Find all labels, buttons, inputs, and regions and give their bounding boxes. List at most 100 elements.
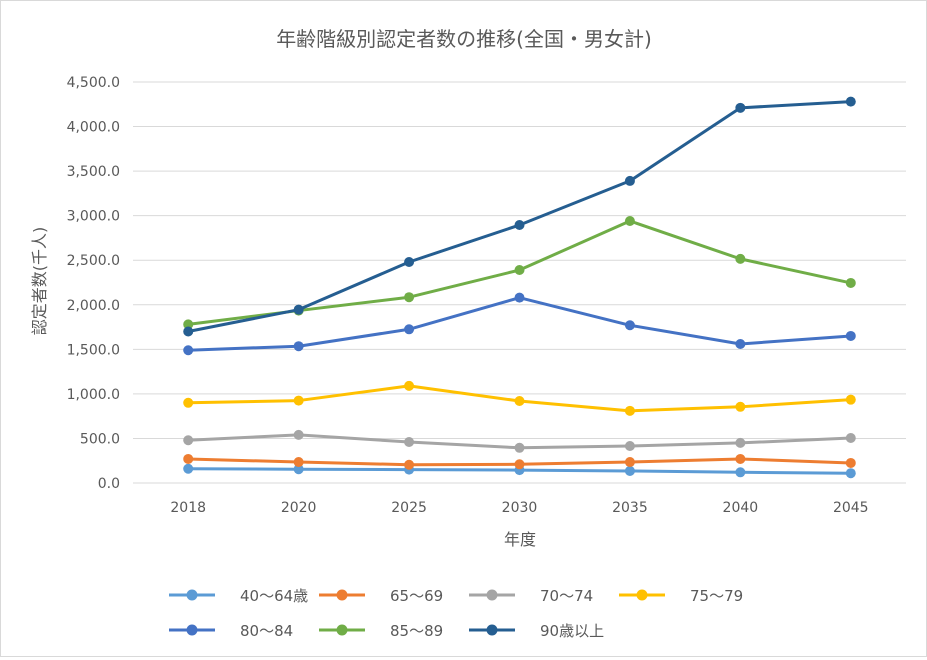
data-point — [404, 324, 415, 335]
legend-marker — [486, 589, 498, 601]
data-point — [624, 465, 635, 476]
legend-marker — [336, 624, 348, 636]
data-point — [404, 380, 415, 391]
y-tick-label: 4,000.0 — [67, 120, 120, 136]
legend-label: 65〜69 — [390, 587, 443, 605]
x-tick-label: 2025 — [391, 500, 427, 516]
data-point — [624, 216, 635, 227]
data-point — [293, 304, 304, 315]
data-point — [735, 401, 746, 412]
series-80〜84 — [183, 292, 856, 356]
x-axis-label: 年度 — [504, 530, 536, 549]
data-point — [845, 457, 856, 468]
legend-item: 90歳以上 — [469, 622, 604, 640]
data-point — [514, 265, 525, 276]
data-point — [514, 442, 525, 453]
data-point — [845, 432, 856, 443]
data-point — [735, 102, 746, 113]
data-point — [624, 175, 635, 186]
legend-marker — [486, 624, 498, 636]
y-tick-label: 1,000.0 — [67, 387, 120, 403]
y-tick-label: 500.0 — [80, 431, 120, 447]
y-tick-label: 2,500.0 — [67, 253, 120, 269]
legend-label: 80〜84 — [240, 622, 293, 640]
legend-item: 80〜84 — [169, 622, 293, 640]
series-line — [188, 296, 851, 352]
data-point — [404, 459, 415, 470]
gridlines — [133, 81, 906, 484]
data-point — [845, 468, 856, 479]
legend-label: 40〜64歳 — [240, 587, 308, 605]
data-point — [183, 326, 194, 337]
x-tick-label: 2030 — [502, 500, 538, 516]
y-tick-label: 1,500.0 — [67, 342, 120, 358]
data-point — [735, 253, 746, 264]
legend-item: 65〜69 — [319, 587, 443, 605]
data-point — [293, 395, 304, 406]
legend-marker — [336, 589, 348, 601]
data-point — [624, 441, 635, 452]
data-point — [293, 457, 304, 468]
data-point — [624, 320, 635, 331]
data-point — [514, 292, 525, 303]
series-90歳以上 — [183, 96, 856, 337]
y-tick-label: 4,500.0 — [67, 75, 120, 91]
legend-item: 75〜79 — [619, 587, 743, 605]
data-point — [183, 463, 194, 474]
data-point — [183, 397, 194, 408]
legend-label: 85〜89 — [390, 622, 443, 640]
data-point — [514, 396, 525, 407]
data-point — [293, 429, 304, 440]
y-tick-label: 3,000.0 — [67, 209, 120, 225]
data-point — [735, 338, 746, 349]
data-point — [293, 464, 304, 475]
y-axis-ticks: 0.0 500.0 1,000.0 1,500.0 2,000.0 2,500.0 3,00… — [67, 75, 120, 492]
data-point — [735, 453, 746, 464]
legend-item: 70〜74 — [469, 587, 593, 605]
data-point — [183, 435, 194, 446]
x-axis-ticks: 2018 2020 2025 2030 2035 2040 2045 — [170, 500, 868, 516]
data-point — [514, 459, 525, 470]
legend-label: 75〜79 — [690, 587, 743, 605]
legend-marker — [186, 624, 198, 636]
data-point — [624, 405, 635, 416]
data-point — [404, 437, 415, 448]
y-axis-label: 認定者数(千人) — [30, 227, 49, 336]
y-tick-label: 2,000.0 — [67, 298, 120, 314]
series-65〜69 — [183, 453, 856, 470]
series-70〜74 — [183, 429, 856, 453]
data-point — [845, 96, 856, 107]
legend-label: 90歳以上 — [540, 622, 604, 640]
data-point — [624, 457, 635, 468]
x-tick-label: 2018 — [170, 500, 206, 516]
data-point — [845, 330, 856, 341]
data-point — [514, 220, 525, 231]
legend-label: 70〜74 — [540, 587, 593, 605]
x-tick-label: 2045 — [833, 500, 869, 516]
legend-marker — [186, 589, 198, 601]
x-tick-label: 2020 — [281, 500, 317, 516]
data-point — [183, 319, 194, 330]
legend-item: 40〜64歳 — [169, 587, 308, 605]
data-point — [404, 292, 415, 303]
data-point — [183, 345, 194, 356]
y-tick-label: 3,500.0 — [67, 164, 120, 180]
series-40〜64歳 — [183, 463, 856, 479]
data-point — [845, 394, 856, 405]
data-point — [735, 437, 746, 448]
chart-title: 年齢階級別認定者数の推移(全国・男女計) — [276, 27, 652, 51]
series-lines — [183, 96, 856, 479]
legend-item: 85〜89 — [319, 622, 443, 640]
series-75〜79 — [183, 380, 856, 416]
x-tick-label: 2035 — [612, 500, 648, 516]
data-point — [404, 257, 415, 268]
data-point — [845, 277, 856, 288]
x-tick-label: 2040 — [723, 500, 759, 516]
data-point — [183, 453, 194, 464]
y-tick-label: 0.0 — [98, 476, 120, 492]
data-point — [735, 467, 746, 478]
data-point — [293, 341, 304, 352]
legend-marker — [636, 589, 648, 601]
